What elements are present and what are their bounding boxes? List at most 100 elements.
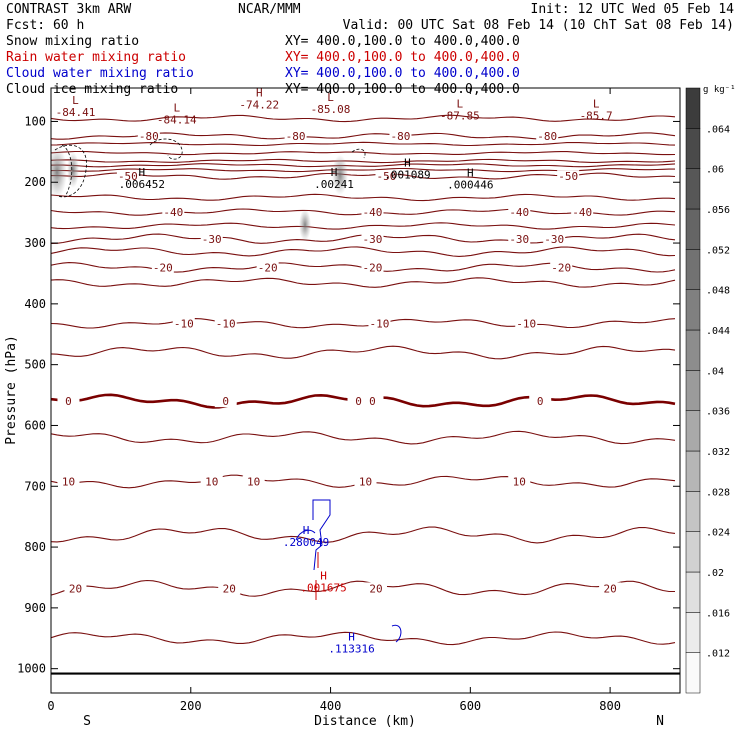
contour-label-bg	[368, 317, 391, 330]
colorbar-label: .06	[706, 165, 724, 176]
contour-label-bg	[375, 170, 398, 183]
contour-label: -20	[153, 261, 173, 274]
y-tick-label: 200	[24, 175, 46, 189]
colorbar-label: .016	[706, 608, 730, 619]
contour-line	[51, 193, 676, 202]
chart-title: CONTRAST 3km ARW	[6, 2, 131, 17]
contour-label: 10	[247, 475, 260, 488]
colorbar-segment	[685, 612, 701, 653]
contour-label-bg	[57, 395, 80, 408]
y-axis-label: Pressure (hPa)	[4, 335, 19, 445]
contour-label: 0	[369, 395, 376, 408]
chart-agency: NCAR/MMM	[238, 2, 301, 17]
colorbar-segment	[685, 571, 701, 613]
extrema-labels: L-84.41 L-84.14H-74.22L-85.08 L-87.85L-85.…	[56, 88, 613, 656]
contour-label: -30	[509, 233, 529, 246]
contour-label-bg	[361, 206, 384, 219]
y-tick-label: 500	[24, 358, 46, 372]
contour-line	[51, 631, 676, 646]
colorbar-segment	[685, 208, 701, 250]
extremum-mark: H	[348, 631, 355, 644]
snow-shading-mid	[332, 155, 348, 195]
extremum-mark: L	[327, 91, 334, 104]
contour-label: 0	[537, 395, 544, 408]
colorbar-label: .032	[706, 447, 730, 458]
x-tick-label: 200	[180, 699, 202, 713]
contour-label: 10	[205, 475, 218, 488]
extremum-value: .00241	[314, 178, 354, 191]
contour-label: 10	[513, 475, 526, 488]
colorbar-label: .048	[706, 286, 730, 297]
cloud-ice-contour-left-2	[61, 144, 73, 196]
extremum-value: .280049	[283, 536, 329, 549]
plot-area: -80 -80 -80 -80 -50 -50 -50 -40 -40 -40 -40 -30 -30 -…	[51, 88, 680, 675]
contour-label-bg	[543, 232, 566, 245]
x-axis-label: Distance (km)	[314, 714, 416, 729]
extremum-value: -85.7	[580, 109, 613, 122]
legend-xy-cloud-water: XY= 400.0,100.0 to 400.0,400.0	[285, 66, 520, 81]
contour-label: -40	[363, 206, 383, 219]
cloud-ice-contour-left	[54, 144, 87, 198]
contour-line	[51, 158, 676, 164]
x-tick-label: 0	[47, 699, 54, 713]
contour-label: -40	[572, 206, 592, 219]
contour-line	[51, 430, 676, 445]
contour-label: 20	[369, 582, 382, 595]
contour-label-bg	[242, 475, 265, 488]
y-tick-label: 400	[24, 297, 46, 311]
plot-frame	[50, 87, 681, 694]
contour-line	[51, 246, 676, 257]
contour-label-bg	[529, 395, 552, 408]
colorbar-segment	[685, 531, 701, 573]
legend-label-cloud-water: Cloud water mixing ratio	[6, 66, 194, 81]
extremum-value: .006452	[119, 178, 165, 191]
contour-label-bg	[557, 170, 580, 183]
contour-label: -50	[118, 170, 138, 183]
contour-label-bg	[64, 582, 87, 595]
colorbar-label: .04	[706, 366, 724, 377]
contour-label: 20	[223, 582, 236, 595]
y-tick-label: 300	[24, 236, 46, 250]
cloud-water-contour	[312, 499, 331, 571]
contour-label-bg	[284, 130, 307, 143]
contour-label: -20	[363, 261, 383, 274]
extremum-value: .001089	[384, 168, 430, 181]
colorbar-segment	[685, 491, 701, 532]
x-axis-end-label: N	[656, 714, 664, 729]
x-tick-label: 400	[320, 699, 342, 713]
extremum-mark: H	[331, 166, 338, 179]
contour-label: -20	[258, 261, 278, 274]
contour-label-bg	[354, 475, 377, 488]
colorbar-segment	[685, 410, 701, 452]
contour-label-bg	[200, 475, 223, 488]
contour-label: -40	[509, 206, 529, 219]
contour-line	[51, 141, 676, 147]
extremum-value: .113316	[328, 643, 374, 656]
colorbar-segment	[685, 249, 701, 290]
colorbar-label: .044	[706, 326, 730, 337]
contour-label-bg	[389, 130, 412, 143]
contour-label: -10	[174, 317, 194, 330]
contour-label-bg	[361, 261, 384, 274]
contour-label-bg	[137, 130, 160, 143]
x-axis-start-label: S	[83, 714, 91, 729]
contour-label-bg	[536, 130, 559, 143]
contour-label: -10	[370, 317, 390, 330]
extremum-mark: L	[173, 102, 180, 115]
cloud-ice-contour-mid	[351, 148, 366, 159]
colorbar-label: .036	[706, 407, 730, 418]
colorbar: .012 .016 .02 .024 .028 .032 .036 .04 .044 .048 .0…	[685, 87, 730, 694]
contour-label: -50	[377, 170, 397, 183]
x-axis: 0 200 400 600 800	[47, 88, 621, 713]
extremum-mark: L	[457, 97, 464, 110]
contour-label-bg	[116, 170, 139, 183]
forecast-hour: Fcst: 60 h	[6, 18, 84, 33]
contour-label-bg	[361, 395, 384, 408]
legend-label-cloud-ice: Cloud ice mixing ratio	[6, 82, 178, 97]
legend-xy-snow: XY= 400.0,100.0 to 400.0,400.0	[285, 34, 520, 49]
extremum-mark: H	[467, 167, 474, 180]
snow-shading-left	[51, 146, 67, 198]
colorbar-segment	[685, 370, 701, 411]
contour-label: -80	[286, 130, 306, 143]
